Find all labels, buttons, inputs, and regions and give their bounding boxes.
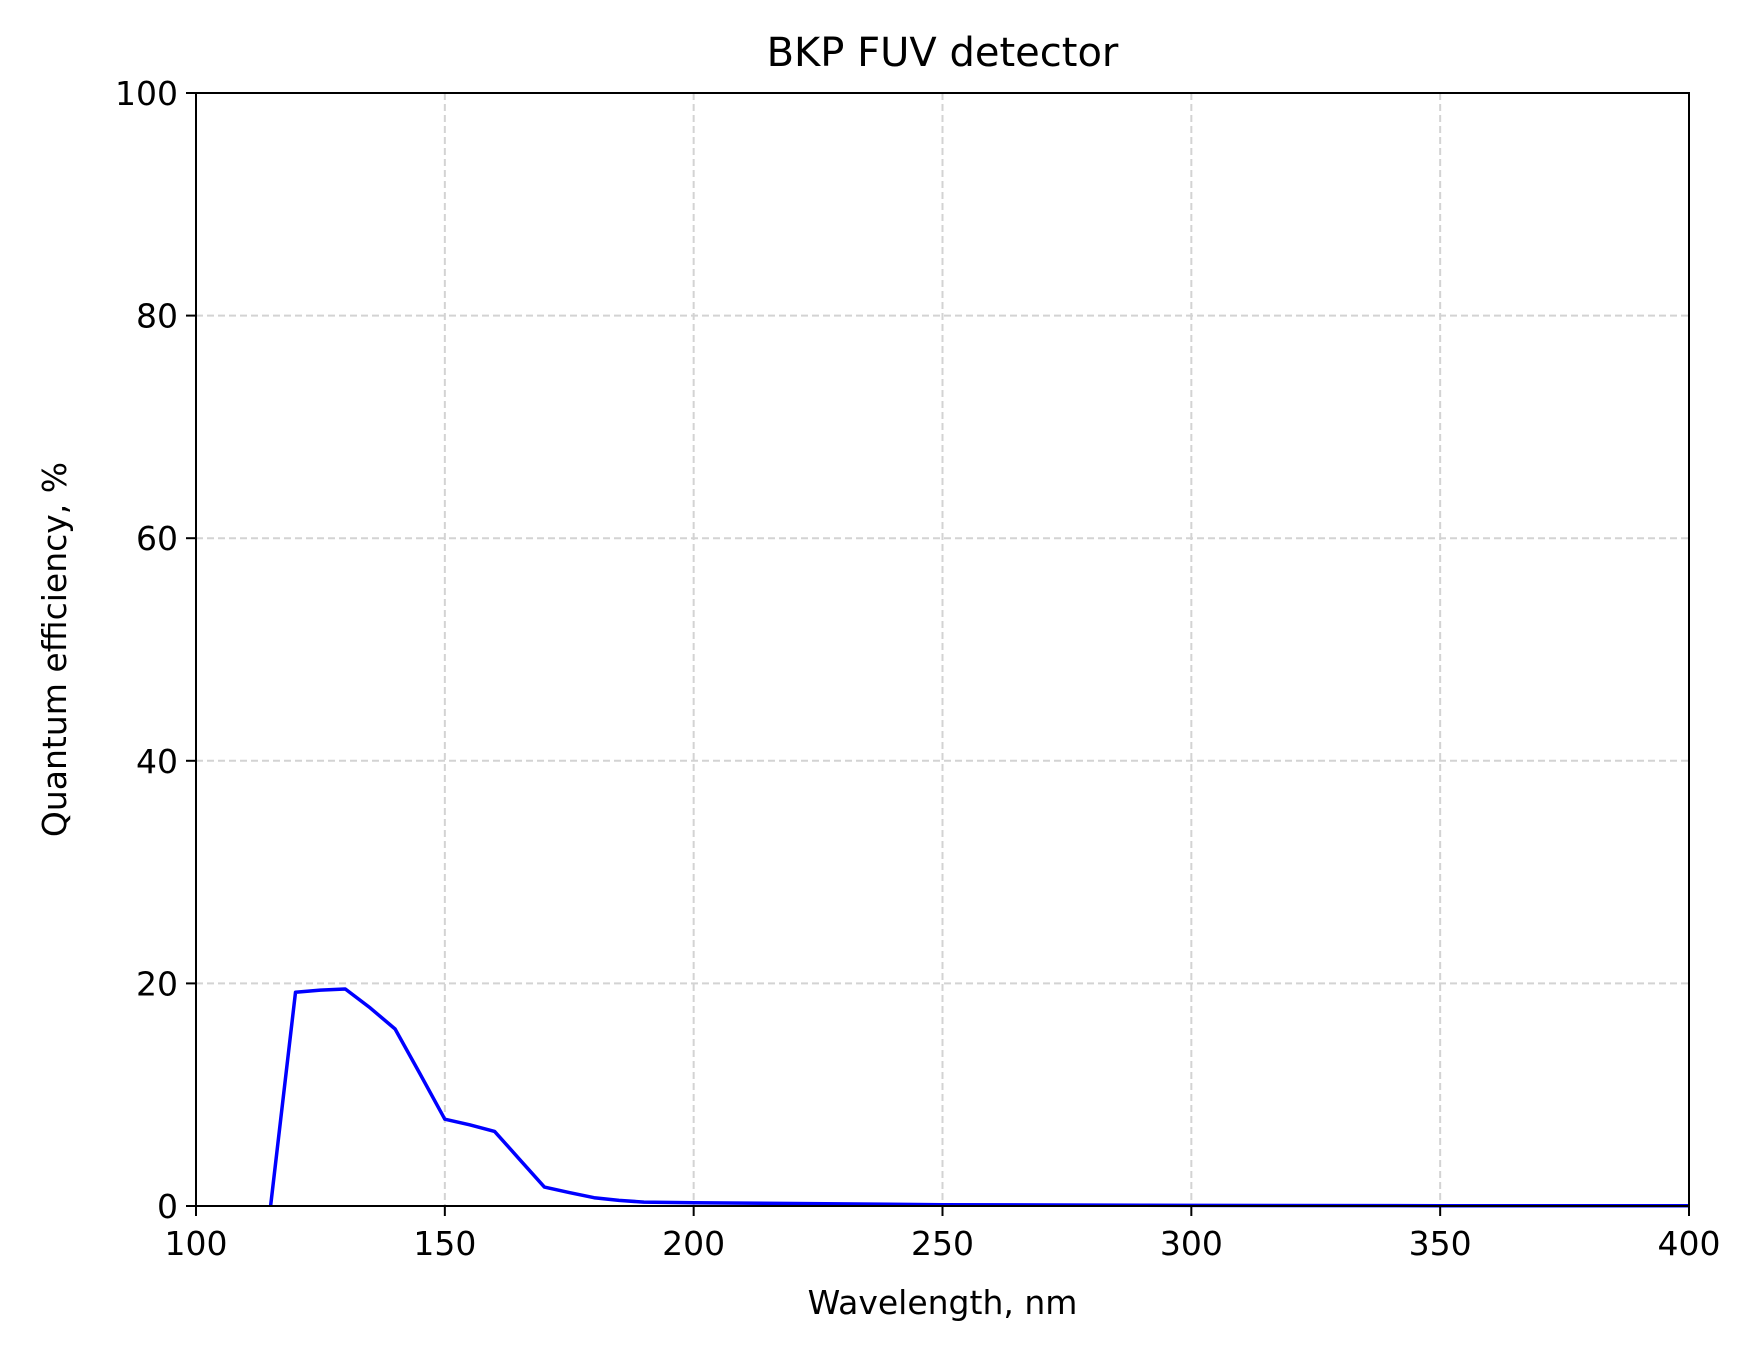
x-tick-label-200: 200 — [662, 1224, 725, 1263]
y-tick-label-100: 100 — [115, 74, 178, 113]
axis-ticks: 100 150 200 250 300 350 400 0 20 40 60 80 100 — [115, 74, 1721, 1263]
x-tick-label-100: 100 — [165, 1224, 228, 1263]
grid-lines — [195, 92, 1690, 1207]
chart-title: BKP FUV detector — [767, 30, 1119, 76]
y-tick-label-40: 40 — [136, 742, 178, 781]
x-tick-label-250: 250 — [911, 1224, 974, 1263]
x-axis-label: Wavelength, nm — [808, 1283, 1078, 1322]
series-layer — [268, 987, 1690, 1208]
x-tick-label-400: 400 — [1658, 1224, 1721, 1263]
y-tick-label-20: 20 — [136, 964, 178, 1003]
y-tick-label-80: 80 — [136, 297, 178, 336]
y-axis-label: Quantum efficiency, % — [35, 462, 74, 837]
x-tick-label-150: 150 — [413, 1224, 476, 1263]
series-line-0 — [268, 987, 1690, 1208]
x-tick-label-300: 300 — [1160, 1224, 1223, 1263]
y-tick-label-60: 60 — [136, 519, 178, 558]
y-tick-label-0: 0 — [157, 1187, 178, 1226]
x-tick-label-350: 350 — [1409, 1224, 1472, 1263]
